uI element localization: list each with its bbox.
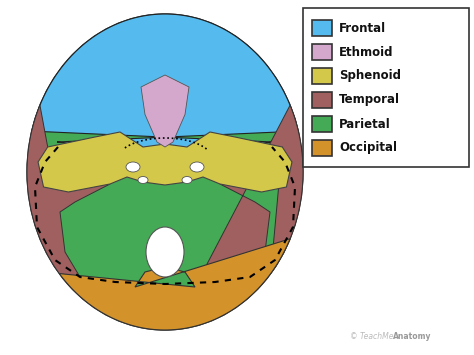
Polygon shape <box>141 75 189 147</box>
Text: Anatomy: Anatomy <box>393 332 431 341</box>
FancyBboxPatch shape <box>312 68 332 84</box>
Text: Ethmoid: Ethmoid <box>339 45 393 59</box>
Text: Parietal: Parietal <box>339 118 391 131</box>
Ellipse shape <box>126 162 140 172</box>
Text: Sphenoid: Sphenoid <box>339 70 401 82</box>
Ellipse shape <box>138 176 148 184</box>
Text: © TeachMe: © TeachMe <box>350 332 393 341</box>
Polygon shape <box>32 14 298 150</box>
Polygon shape <box>195 105 303 292</box>
Polygon shape <box>38 132 292 192</box>
Ellipse shape <box>146 227 184 277</box>
Ellipse shape <box>190 162 204 172</box>
Text: Frontal: Frontal <box>339 22 386 34</box>
Text: Temporal: Temporal <box>339 93 400 106</box>
FancyBboxPatch shape <box>312 20 332 36</box>
Text: Occipital: Occipital <box>339 142 397 154</box>
Polygon shape <box>59 239 290 330</box>
FancyBboxPatch shape <box>303 8 469 167</box>
Polygon shape <box>27 105 135 292</box>
FancyBboxPatch shape <box>312 44 332 60</box>
FancyBboxPatch shape <box>312 92 332 108</box>
FancyBboxPatch shape <box>312 116 332 132</box>
Ellipse shape <box>27 14 303 330</box>
FancyBboxPatch shape <box>312 140 332 156</box>
Ellipse shape <box>182 176 192 184</box>
